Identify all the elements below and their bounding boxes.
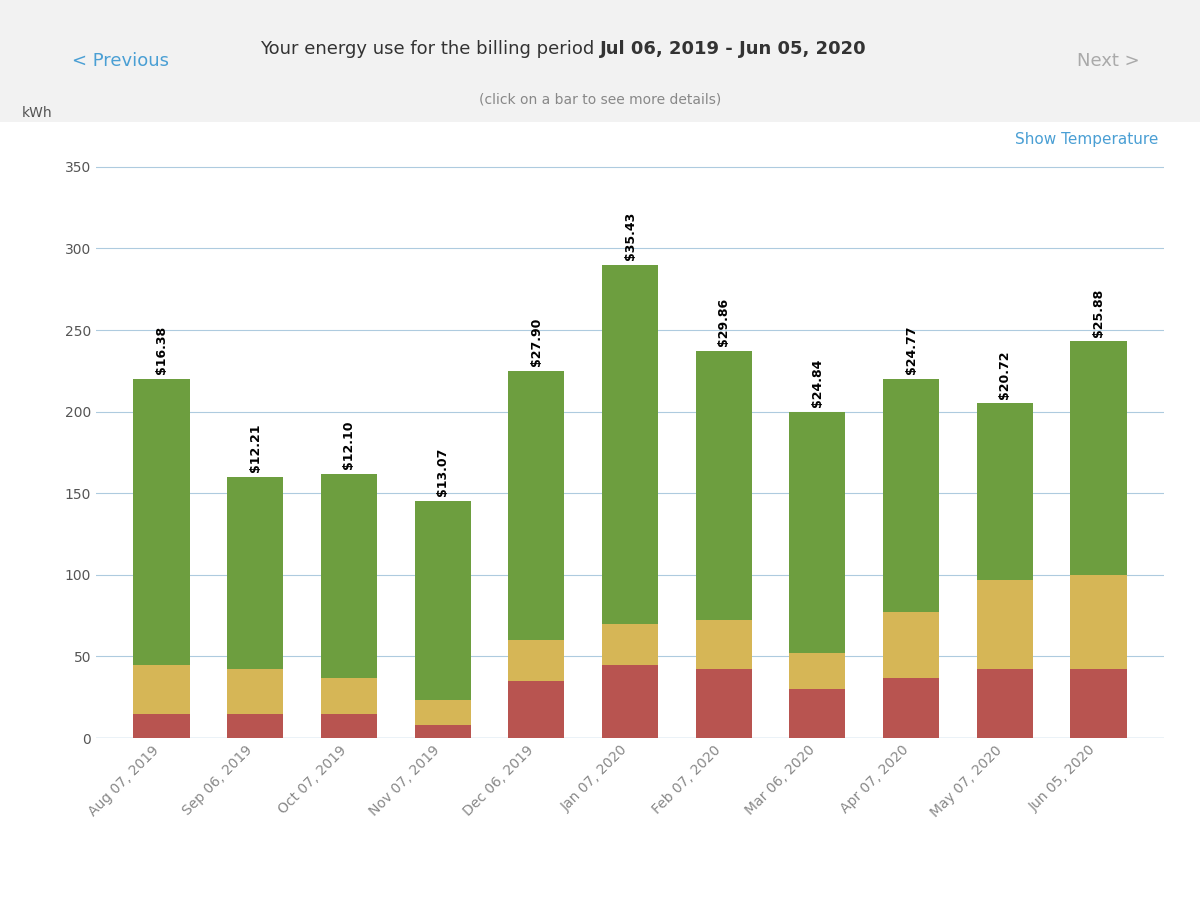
Bar [977,670,1033,738]
Text: Your energy use for the billing period: Your energy use for the billing period [260,40,600,58]
Y-axis label: kWh: kWh [22,106,53,120]
Text: $29.86: $29.86 [718,298,730,346]
Text: $13.07: $13.07 [436,448,449,497]
Text: $12.10: $12.10 [342,420,355,469]
Bar [509,681,564,738]
Bar [696,620,751,670]
Bar [320,473,377,678]
Bar [602,265,658,624]
Text: $35.43: $35.43 [624,212,636,260]
Bar [227,670,283,714]
Bar [133,664,190,714]
Bar [790,411,846,653]
Bar [977,580,1033,670]
Text: $24.84: $24.84 [811,358,824,407]
Bar [602,664,658,738]
Bar [602,624,658,664]
Bar [696,670,751,738]
Bar [1070,575,1127,670]
Text: $16.38: $16.38 [155,326,168,374]
Bar [883,678,940,738]
Bar [320,678,377,714]
Bar [790,653,846,689]
Bar [883,379,940,612]
Text: $12.21: $12.21 [248,424,262,472]
Bar [1070,341,1127,575]
Text: Show Temperature: Show Temperature [1015,132,1158,147]
Bar [883,612,940,678]
Text: (click on a bar to see more details): (click on a bar to see more details) [479,93,721,106]
Bar [414,724,470,738]
Bar [509,371,564,640]
Text: Next >: Next > [1078,51,1140,70]
Bar [133,714,190,738]
Text: $27.90: $27.90 [530,318,542,366]
Text: Jul 06, 2019 - Jun 05, 2020: Jul 06, 2019 - Jun 05, 2020 [600,40,866,58]
Bar [320,714,377,738]
Text: $20.72: $20.72 [998,350,1012,399]
Bar [227,714,283,738]
Bar [414,700,470,725]
Text: $24.77: $24.77 [905,326,918,374]
Bar [1070,670,1127,738]
Bar [227,477,283,670]
Bar [977,403,1033,580]
Bar [414,501,470,700]
Bar [696,351,751,620]
Bar [509,640,564,681]
Text: < Previous: < Previous [72,51,169,70]
Text: $25.88: $25.88 [1092,288,1105,337]
Bar [133,379,190,664]
Bar [790,689,846,738]
